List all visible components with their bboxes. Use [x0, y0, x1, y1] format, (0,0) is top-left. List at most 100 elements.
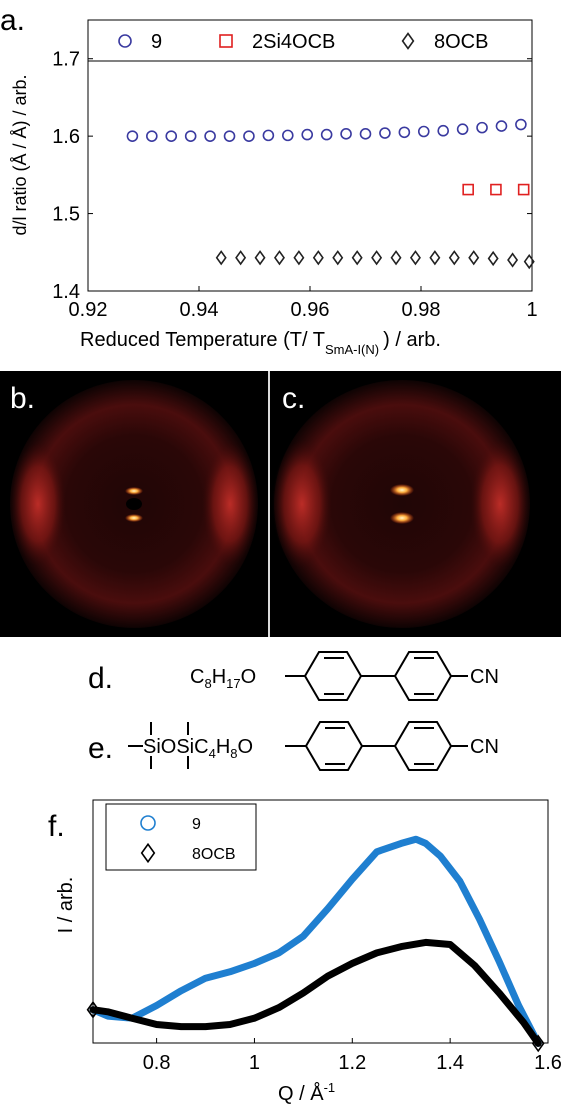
x-tick-label: 0.98: [402, 299, 441, 321]
panel-b-left-arc: [10, 442, 66, 566]
legend-marker-8OCB: [140, 842, 156, 864]
panel-f-x-axis-label-sup: -1: [324, 1080, 336, 1095]
diffraction-images: b. c.: [0, 371, 561, 637]
data-point-9: [146, 130, 158, 142]
panel-a: a. 9 2Si4OCB 8OCB 1.41.51.61.7 0.92 0.94 0.9…: [0, 4, 538, 357]
data-point-2Si4OCB: [517, 183, 530, 196]
y-tick-label: 1.7: [52, 49, 80, 71]
data-point-8OCB: [312, 250, 324, 266]
data-point-8OCB: [254, 250, 266, 266]
panel-c-pattern: [272, 380, 530, 628]
data-point-9: [417, 125, 430, 138]
panel-a-label: a.: [0, 4, 25, 37]
series-line-8OCB: [89, 938, 542, 1047]
panel-f-x-axis-label: Q / Å-1: [278, 1080, 335, 1105]
panel-b-label: b.: [10, 382, 35, 415]
y-tick-label: 1.4: [52, 281, 80, 303]
panel-f-y-axis-label: I / arb.: [55, 877, 77, 934]
structure-d-chain: C8H17O: [190, 666, 256, 691]
panel-a-x-axis-label-main: Reduced Temperature (T/ T: [80, 329, 325, 351]
panel-c-right-arc: [470, 440, 530, 568]
legend-label-8OCB: 8OCB: [434, 31, 488, 53]
data-point-9: [165, 130, 178, 142]
panel-f-plot-frame: [92, 799, 549, 1044]
data-point-9: [359, 128, 372, 140]
data-point-9: [223, 130, 236, 142]
panel-f-legend: 9 8OCB: [140, 815, 236, 864]
data-point-8OCB: [487, 250, 499, 267]
data-point-8OCB: [468, 250, 480, 266]
panel-b-bottom-spot: [125, 514, 143, 522]
panel-a-data-marks: [126, 118, 535, 270]
data-point-9: [126, 130, 139, 142]
data-point-9: [301, 128, 314, 141]
data-point-9: [398, 126, 411, 139]
panel-f-x-ticks: 0.8 1 1.2 1.4 1.6: [143, 1038, 561, 1074]
data-point-8OCB: [409, 250, 421, 266]
panel-f-data-marks: [86, 835, 545, 1053]
data-point-8OCB: [448, 250, 460, 266]
data-point-8OCB: [390, 250, 402, 266]
structure-d-biphenyl: [285, 651, 468, 701]
panel-c-label: c.: [282, 382, 305, 415]
legend-marker-9: [118, 34, 132, 48]
data-point-9: [456, 123, 469, 135]
structure-d-terminal: CN: [470, 666, 499, 688]
x-tick-label: 1: [249, 1052, 260, 1074]
data-point-9: [184, 130, 197, 142]
x-tick-label: 1.6: [534, 1052, 561, 1074]
y-tick-label: 1.5: [52, 204, 80, 226]
data-point-9: [281, 129, 294, 142]
panel-f-x-axis-label-main: Q / Å: [278, 1082, 324, 1105]
structure-e-methyl-bonds: [128, 722, 189, 769]
panel-c-bottom-spot: [390, 512, 414, 524]
series-line-9: [89, 835, 542, 1047]
x-tick-label: 1: [526, 299, 537, 321]
series-end-marker: [86, 1000, 100, 1019]
data-point-9: [476, 121, 488, 134]
data-point-8OCB: [273, 250, 285, 266]
data-point-9: [320, 128, 333, 141]
data-point-2Si4OCB: [490, 183, 502, 196]
structure-e-biphenyl: [285, 721, 468, 771]
legend-marker-2Si4OCB: [219, 34, 233, 48]
panel-f: f. 0.8 1 1.2 1.4 1.6 9 8OCB I / arb. Q / Å-1: [48, 799, 561, 1105]
panel-a-legend: 9 2Si4OCB 8OCB: [118, 31, 488, 53]
panel-a-x-axis-label-tail: ) / arb.: [383, 329, 441, 351]
panel-b-top-spot: [125, 487, 143, 495]
data-point-9: [495, 120, 508, 132]
data-point-8OCB: [293, 250, 305, 266]
data-point-8OCB: [215, 250, 227, 266]
panel-a-y-ticks: 1.4 1.5 1.6 1.7: [52, 49, 532, 303]
data-point-8OCB: [235, 250, 247, 266]
x-tick-label: 0.92: [69, 299, 108, 321]
panel-c-left-arc: [272, 440, 332, 568]
legend-label-2Si4OCB: 2Si4OCB: [252, 31, 335, 53]
structure-e-terminal: CN: [470, 736, 499, 758]
structure-d-label: d.: [88, 662, 113, 695]
panel-a-x-ticks: 0.92 0.94 0.96 0.98 1: [69, 286, 538, 321]
x-tick-label: 0.94: [180, 299, 219, 321]
panel-a-x-axis-label-sub: SmA-I(N): [325, 342, 379, 357]
x-tick-label: 0.96: [291, 299, 330, 321]
x-tick-label: 0.8: [143, 1052, 171, 1074]
data-point-8OCB: [371, 250, 383, 266]
structure-e-chain: SiOSiC4H8O: [143, 736, 253, 761]
data-point-9: [204, 130, 216, 142]
x-tick-label: 1.2: [338, 1052, 366, 1074]
panel-f-label: f.: [48, 810, 65, 843]
legend-label-9: 9: [151, 31, 162, 53]
data-point-9: [515, 118, 527, 131]
legend-label-8OCB: 8OCB: [192, 846, 236, 863]
data-point-8OCB: [351, 250, 363, 266]
chemical-structures: d. C8H17O CN e. SiOSiC4H8O: [88, 651, 499, 771]
data-point-9: [243, 130, 255, 142]
legend-label-9: 9: [192, 816, 201, 833]
data-point-9: [262, 129, 275, 142]
data-point-8OCB: [523, 253, 535, 270]
data-point-2Si4OCB: [462, 183, 474, 196]
legend-marker-8OCB: [401, 32, 415, 50]
data-point-9: [340, 128, 352, 140]
series-end-marker: [531, 1034, 545, 1053]
